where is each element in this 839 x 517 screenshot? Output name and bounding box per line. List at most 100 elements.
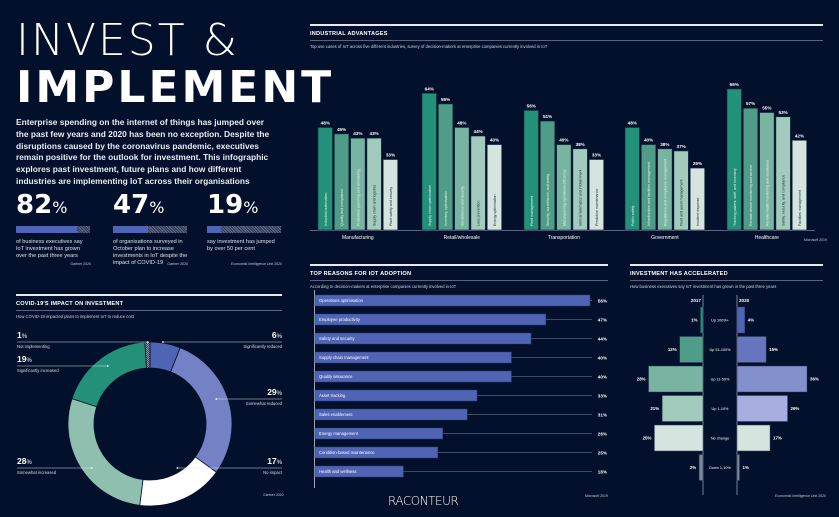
covid-panel-header: COVID-19'S IMPACT ON INVESTMENT How COVI…: [16, 294, 282, 319]
bar-category-label: Plant safety and security: [389, 187, 393, 226]
bar-category-label: Remote health monitoring and assistance: [765, 160, 769, 226]
covid-donut-chart: 6% Significantly reduced 29% Somewhat reduc…: [17, 330, 283, 507]
leader-dot: [162, 341, 164, 343]
category-label: Down 1-10%: [709, 466, 731, 470]
investment-panel-header: INVESTMENT HAS ACCELERATED How business …: [630, 264, 823, 289]
slice-category-label: Somewhat increased: [17, 470, 57, 475]
bar-category-label: Industrial automation: [324, 193, 328, 226]
panel-divider: [310, 280, 608, 281]
panel-divider: [630, 280, 823, 281]
value-label-2020: 4%: [748, 318, 754, 323]
bar-category-label: Supply chain management: [319, 355, 369, 360]
bar-value-label: 33%: [386, 153, 395, 158]
bar-value-label: 66%: [730, 82, 739, 87]
bar-value-label: 37%: [677, 144, 686, 149]
leader-dot: [176, 467, 179, 469]
group-label: Government: [651, 235, 679, 241]
bar-value-label: 31%: [598, 412, 607, 417]
group-label: Retail/wholesale: [444, 235, 481, 241]
donut-slice-somewhat-increased: [67, 398, 144, 506]
bar: [314, 313, 547, 326]
bar-value-label: 48%: [628, 120, 637, 125]
bar-value-label: 40%: [598, 355, 607, 360]
bar-value-label: 56%: [527, 103, 536, 108]
stat-value: 19%: [207, 190, 259, 220]
reasons-panel-header: TOP REASONS FOR IOT ADOPTION According t…: [310, 264, 608, 289]
page-title-line1: INVEST &: [16, 15, 239, 66]
bar-category-label: Facilities management: [798, 190, 802, 226]
bar-2020: [736, 365, 808, 393]
bar: [314, 465, 404, 478]
bar-2020: [736, 395, 788, 422]
value-label-2020: 36%: [810, 377, 819, 382]
bar-value-label: 40%: [644, 138, 653, 143]
bar: [333, 133, 350, 231]
bar-category-label: Vehicle telematics and infotainment: [579, 170, 583, 226]
bar-category-label: Manufacturing operations efficiency: [562, 169, 566, 226]
leader-dot: [90, 467, 93, 469]
value-label-2020: 26%: [791, 406, 800, 411]
value-label-2017: 25%: [643, 436, 652, 441]
panel-subtitle: How business executives say IoT investme…: [630, 284, 777, 289]
bar-category-label: Tracking patient, staff, and inventory: [733, 168, 737, 226]
value-label-2020: 1%: [743, 465, 749, 470]
bar-value-label: 18%: [598, 469, 607, 474]
bar-value-label: 38%: [660, 142, 669, 147]
bar-value-label: 48%: [457, 120, 466, 125]
bar-category-label: Energy optimisation: [493, 194, 497, 226]
stat-description: of organisations surveyed in October pla…: [113, 239, 188, 266]
bar-category-label: Quality assurance: [319, 374, 353, 379]
leader-dot: [146, 341, 149, 343]
bar-category-label: Inventory optimisation: [444, 191, 448, 226]
value-label-2017: 12%: [668, 347, 677, 352]
bar-value-label: 57%: [746, 101, 755, 106]
bar: [314, 446, 439, 459]
stat-source: Gartner 2020: [70, 262, 91, 266]
bar: [673, 150, 689, 231]
bar: [421, 92, 437, 231]
category-label: Up 1-10%: [712, 407, 730, 411]
bar-category-label: Energy management: [319, 431, 359, 436]
bar-2020: [736, 454, 740, 481]
bar-category-label: Production planning and scheduling: [356, 169, 360, 226]
bar-category-label: Condition-based maintenance: [319, 450, 375, 455]
value-label-2017: 21%: [650, 406, 659, 411]
bar-value-label: 64%: [425, 86, 434, 91]
series-label-2017: 2017: [691, 298, 702, 303]
bar-value-label: 59%: [441, 97, 450, 102]
panel-title: TOP REASONS FOR IOT ADOPTION: [310, 271, 412, 277]
slice-value-label: 6%: [272, 330, 283, 340]
bar: [775, 116, 791, 231]
bar: [314, 427, 443, 440]
donut-slice-no-impact: [139, 456, 217, 507]
panel-subtitle: Top use cases of IoT across five differe…: [310, 44, 548, 49]
bar-category-label: Sales enablement: [319, 412, 353, 417]
bar-value-label: 43%: [370, 131, 379, 136]
bar-value-label: 56%: [598, 298, 607, 303]
panel-rule: [310, 24, 823, 26]
panel-title: INDUSTRIAL ADVANTAGES: [310, 31, 388, 37]
bar: [382, 159, 398, 231]
bar-category-label: Health and wellness: [319, 469, 356, 474]
slice-category-label: Significantly increased: [17, 368, 59, 373]
industrial-advantages-chart: 48% Industrial automation 45% Quality and c…: [310, 82, 815, 241]
stat-progress-fill: [207, 226, 222, 233]
bar-value-label: 55%: [762, 106, 771, 111]
bar-value-label: 47%: [598, 317, 607, 322]
bar-category-label: Security, surveillance, and safety: [546, 174, 550, 226]
bar: [742, 107, 759, 231]
bar: [624, 127, 640, 231]
panel-title: INVESTMENT HAS ACCELERATED: [630, 271, 728, 277]
bar: [314, 351, 512, 364]
bar-category-label: Loss prevention: [477, 201, 481, 226]
donut-slice-significantly-increased: [71, 341, 147, 408]
bar-2017: [648, 365, 704, 393]
donut-slice-somewhat-reduced: [170, 347, 233, 473]
slice-value-label: 17%: [267, 456, 282, 466]
bar-value-label: 51%: [543, 114, 552, 119]
chart-source: Microsoft 2019: [804, 238, 827, 242]
bar-category-label: Fleet and asset management: [680, 179, 684, 226]
bar-value-label: 45%: [337, 127, 346, 132]
bar: [689, 167, 706, 231]
category-label: Up 11-50%: [711, 378, 730, 382]
